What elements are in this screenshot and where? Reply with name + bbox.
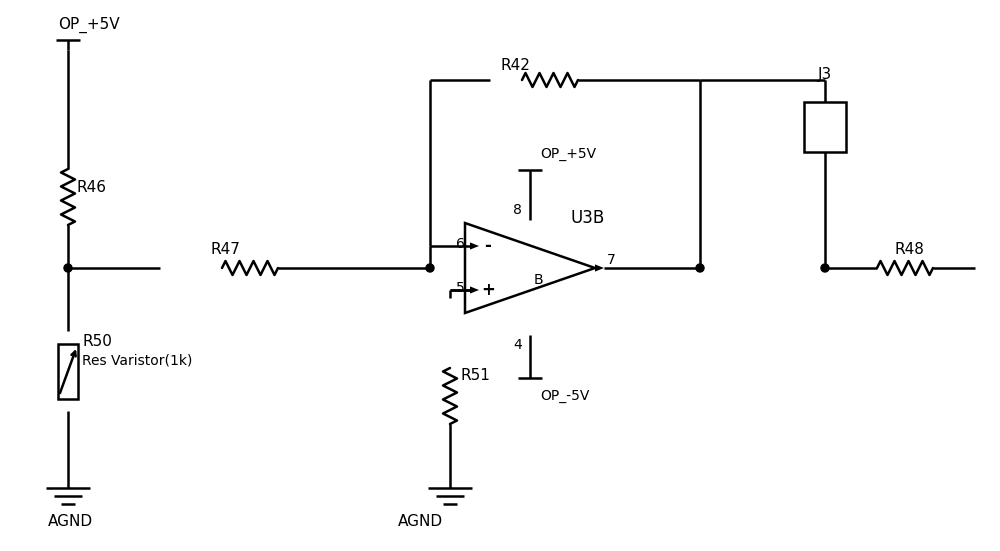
- Text: AGND: AGND: [48, 515, 93, 530]
- Circle shape: [426, 264, 434, 272]
- Text: 5: 5: [456, 281, 465, 295]
- Polygon shape: [595, 264, 604, 272]
- Text: B: B: [533, 273, 543, 287]
- Polygon shape: [470, 287, 479, 294]
- Circle shape: [696, 264, 704, 272]
- Text: +: +: [481, 281, 495, 299]
- Polygon shape: [470, 242, 479, 250]
- Text: Res Varistor(1k): Res Varistor(1k): [82, 354, 192, 368]
- Text: 8: 8: [513, 203, 522, 217]
- Bar: [804, 102, 846, 152]
- Text: 4: 4: [513, 338, 522, 352]
- Text: 6: 6: [456, 237, 465, 251]
- Bar: [58, 343, 78, 398]
- Circle shape: [821, 264, 829, 272]
- Text: R42: R42: [500, 58, 530, 73]
- Text: R51: R51: [460, 369, 490, 383]
- Text: OP_+5V: OP_+5V: [58, 17, 120, 33]
- Text: -: -: [485, 237, 491, 255]
- Text: OP_+5V: OP_+5V: [540, 147, 596, 161]
- Text: R46: R46: [76, 180, 106, 195]
- Text: J3: J3: [818, 68, 832, 83]
- Text: OP_-5V: OP_-5V: [540, 389, 589, 403]
- Text: R50: R50: [82, 333, 112, 348]
- Text: 7: 7: [607, 253, 616, 267]
- Text: R48: R48: [895, 242, 925, 257]
- Text: U3B: U3B: [570, 209, 604, 227]
- Text: R47: R47: [210, 242, 240, 257]
- Text: AGND: AGND: [397, 515, 443, 530]
- Circle shape: [64, 264, 72, 272]
